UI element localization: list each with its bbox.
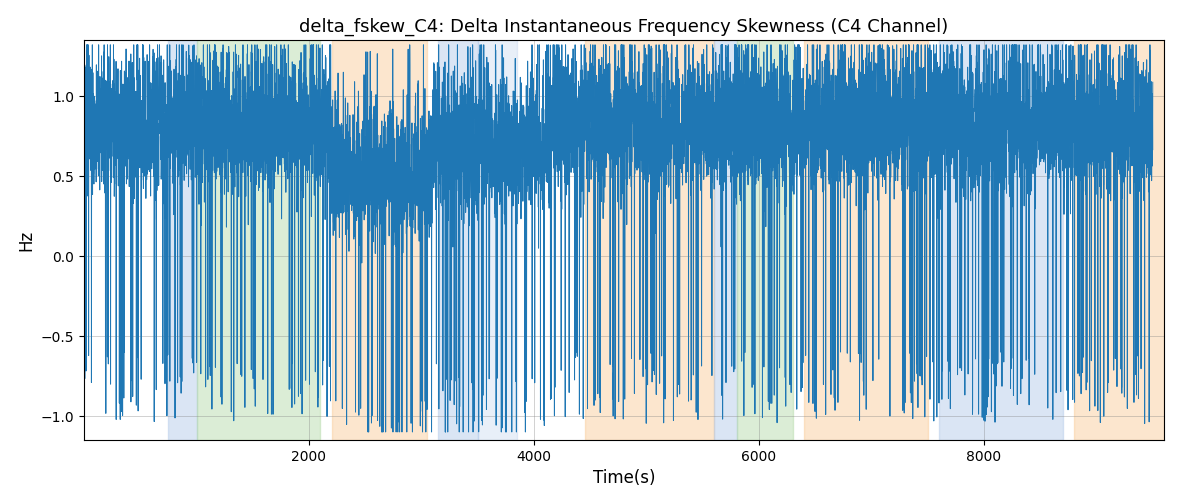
Bar [168, 40, 197, 440]
Bar [438, 40, 478, 440]
Bar [714, 40, 737, 440]
Bar [737, 40, 793, 440]
Y-axis label: Hz: Hz [17, 230, 35, 250]
X-axis label: Time(s): Time(s) [593, 470, 655, 488]
Bar [478, 40, 517, 440]
Bar [331, 40, 427, 440]
Bar [940, 40, 1063, 440]
Bar [584, 40, 714, 440]
Bar [804, 40, 928, 440]
Title: delta_fskew_C4: Delta Instantaneous Frequency Skewness (C4 Channel): delta_fskew_C4: Delta Instantaneous Freq… [299, 18, 949, 36]
Bar [1074, 40, 1164, 440]
Bar [197, 40, 320, 440]
